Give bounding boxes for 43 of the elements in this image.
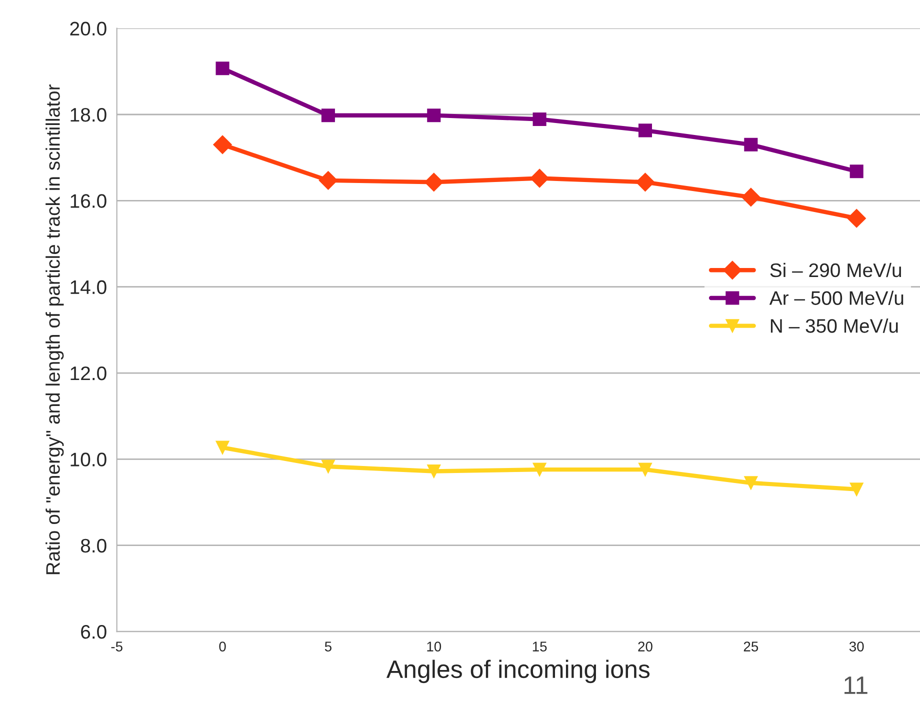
point [638, 462, 652, 476]
point [638, 124, 652, 138]
point [850, 164, 864, 178]
x-axis-title: Angles of incoming ions [386, 660, 650, 684]
point [216, 62, 230, 76]
y-tick-label: 16.0 [70, 194, 106, 208]
x-tick-label: 5 [324, 642, 332, 652]
x-tick-label: -5 [111, 642, 122, 652]
y-tick-label: 10.0 [70, 452, 106, 466]
point [427, 108, 441, 122]
y-tick-label: 20.0 [70, 22, 106, 36]
point [213, 135, 232, 154]
x-tick-label: 25 [744, 642, 758, 652]
x-tick-label: 30 [849, 642, 864, 652]
y-tick-label: 12.0 [70, 366, 106, 380]
point [530, 168, 549, 188]
point [321, 460, 335, 474]
point [427, 464, 441, 478]
point [318, 171, 338, 190]
point [424, 172, 444, 192]
point [636, 172, 655, 192]
text: 11 [844, 676, 868, 694]
y-tick-label: 14.0 [70, 280, 106, 294]
point [850, 482, 864, 496]
y-tick-label: 18.0 [70, 108, 106, 122]
x-tick-label: 10 [427, 642, 442, 652]
y-tick-label: 6.0 [81, 625, 106, 639]
point [216, 440, 230, 454]
point [532, 462, 546, 476]
point [847, 208, 866, 228]
x-tick-label: 20 [638, 642, 652, 652]
point [742, 188, 760, 207]
x-tick-label: 0 [219, 642, 226, 652]
y-axis-title: Ratio of "energy" and length of particle track in scintillator [46, 84, 64, 574]
y-tick-label: 8.0 [80, 538, 106, 553]
x-tick-label: 15 [532, 642, 547, 652]
point [744, 476, 758, 490]
legend-label: Ar – 500 MeV/u [769, 290, 904, 305]
legend-label: Si – 290 MeV/u [770, 262, 902, 278]
point [321, 108, 335, 122]
point [532, 112, 546, 126]
point [744, 138, 758, 152]
legend-label: N – 350 MeV/u [770, 318, 898, 333]
